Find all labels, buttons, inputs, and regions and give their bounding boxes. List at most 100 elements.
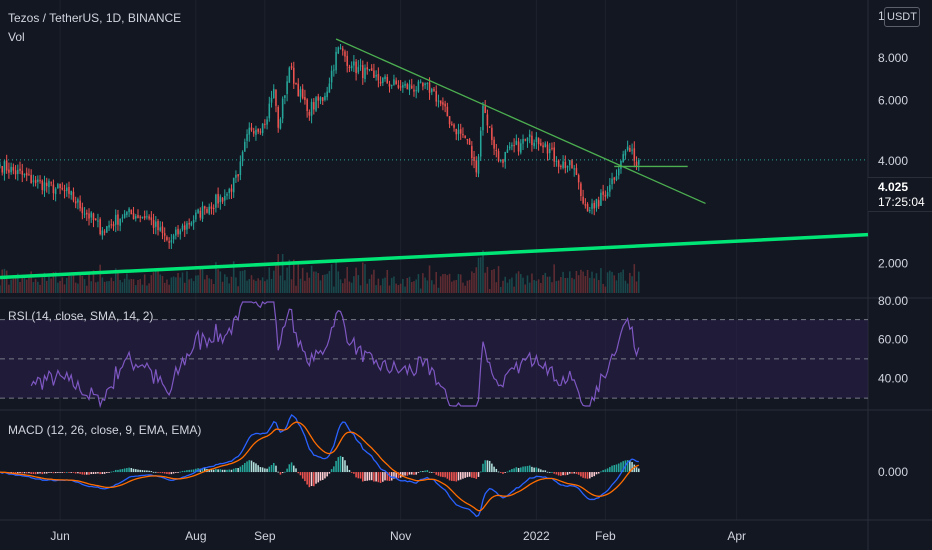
trend-drawings[interactable]: [0, 38, 869, 280]
candle: [359, 65, 362, 67]
candle: [139, 216, 141, 218]
volume-bar: [248, 279, 251, 293]
macd-label[interactable]: MACD (12, 26, close, 9, EMA, EMA): [8, 423, 202, 437]
candle: [597, 200, 600, 207]
volume-bar: [613, 275, 616, 293]
volume-bar: [12, 278, 15, 293]
candle: [21, 170, 24, 175]
macd-histogram-bar: [259, 467, 262, 473]
macd-histogram-bar: [542, 470, 544, 473]
volume-bar: [226, 276, 228, 293]
candle: [92, 213, 95, 220]
candle: [604, 194, 607, 197]
candle: [88, 213, 90, 219]
volume-bar: [94, 282, 97, 293]
macd-histogram-bar: [635, 467, 638, 473]
candle: [357, 66, 360, 73]
macd-histogram-bar: [422, 471, 424, 473]
candle: [415, 90, 417, 92]
candle: [17, 169, 19, 174]
macd-histogram-bar: [175, 472, 177, 473]
macd-histogram-bar: [466, 472, 469, 478]
candle: [491, 127, 493, 141]
macd-histogram-bar: [79, 472, 81, 474]
macd-histogram-bar: [235, 467, 237, 473]
macd-histogram-bar: [41, 472, 44, 475]
macd-histogram-bar: [23, 472, 26, 474]
volume-bar: [126, 273, 128, 293]
candle: [462, 133, 464, 136]
macd-histogram-bar: [617, 463, 620, 473]
candle: [239, 161, 242, 175]
candle: [148, 216, 150, 219]
candle: [364, 67, 366, 80]
macd-histogram-bar: [157, 472, 159, 473]
volume-bar: [141, 284, 144, 293]
volume-bar: [566, 277, 569, 293]
macd-histogram-bar: [97, 472, 99, 474]
macd-histogram-bar: [506, 471, 509, 473]
candle: [350, 65, 353, 69]
volume-bar: [210, 279, 213, 293]
volume-bar: [493, 269, 495, 293]
candle: [43, 182, 46, 191]
volume-bar: [626, 283, 629, 293]
volume-bar: [426, 280, 429, 293]
candle: [321, 97, 324, 101]
rsi-label[interactable]: RSI (14, close, SMA, 14, 2): [8, 309, 154, 323]
volume-bar: [575, 270, 578, 293]
currency-button[interactable]: USDT: [884, 7, 920, 27]
macd-histogram-bar: [462, 472, 464, 479]
volume-bar: [45, 280, 48, 293]
volume-bar: [617, 272, 620, 293]
macd-histogram-bar: [68, 472, 70, 473]
volume-label[interactable]: Vol: [8, 30, 25, 44]
candle: [0, 164, 1, 167]
macd-histogram-bar: [370, 472, 373, 481]
macd-histogram-bar: [308, 472, 311, 488]
candle: [37, 179, 39, 182]
candle: [117, 214, 119, 225]
volume-bar: [81, 276, 84, 293]
macd-histogram-bar: [321, 472, 324, 480]
macd-histogram-bar: [609, 467, 611, 473]
macd-histogram-bar: [92, 472, 95, 474]
candle: [442, 102, 444, 105]
candle: [132, 213, 135, 220]
macd-histogram-bar: [181, 470, 184, 473]
macd-histogram-bar: [250, 460, 253, 473]
candle: [624, 150, 627, 156]
candle: [45, 182, 48, 186]
volume-bar: [442, 274, 444, 293]
candle: [468, 139, 471, 145]
volume-bar: [562, 271, 564, 293]
volume-bar: [215, 262, 217, 293]
macd-histogram-bar: [74, 472, 77, 474]
candle: [373, 70, 375, 78]
volume-bar: [1, 269, 4, 293]
candle: [319, 97, 322, 101]
macd-histogram-bar: [161, 472, 164, 474]
ascending-support-line[interactable]: [0, 232, 869, 280]
candle: [286, 81, 288, 95]
macd-pane: [0, 414, 640, 518]
candle: [181, 225, 184, 230]
macd-histogram-bar: [90, 472, 93, 475]
macd-histogram-bar: [486, 460, 489, 473]
candle: [168, 241, 170, 243]
macd-histogram-bar: [620, 462, 622, 473]
macd-histogram-bar: [123, 468, 126, 473]
volume-bar: [328, 271, 331, 293]
volume-bar: [433, 284, 435, 293]
macd-histogram-bar: [548, 472, 551, 473]
macd-histogram-bar: [255, 463, 257, 473]
candle: [186, 223, 188, 230]
macd-histogram-bar: [70, 472, 72, 473]
candle: [246, 134, 248, 141]
candle: [306, 99, 308, 111]
volume-bar: [3, 268, 6, 293]
candle: [600, 192, 602, 206]
volume-bar: [161, 275, 164, 293]
descending-trendline[interactable]: [335, 38, 706, 205]
